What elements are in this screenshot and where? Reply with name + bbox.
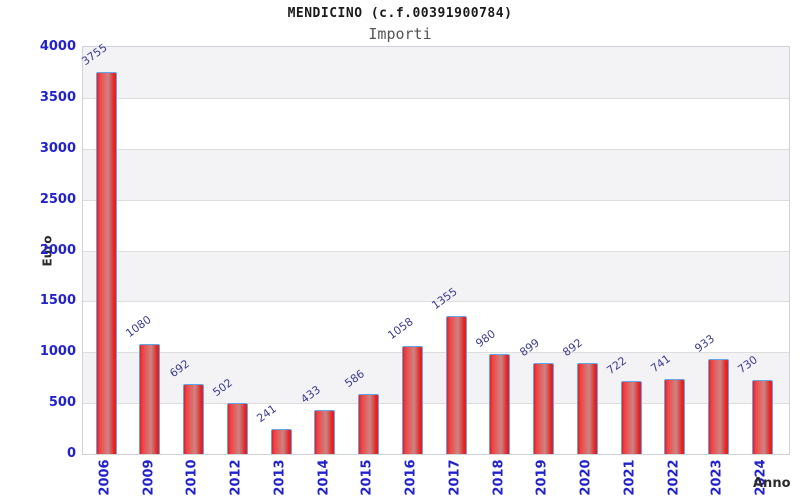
x-tick-label-2022: 2022 [654,457,694,497]
bar-2014 [314,410,336,454]
x-tick-label-2023: 2023 [698,457,738,497]
x-tick-label-2013: 2013 [260,457,300,497]
x-tick-label-2018: 2018 [479,457,519,497]
y-tick-label: 3000 [39,140,76,156]
x-tick-text: 2022 [666,458,682,496]
bar-2021 [620,381,642,454]
chart-subtitle: Importi [368,25,432,43]
bar-2020 [576,363,598,454]
plot-band [83,148,789,200]
y-tick-label: 2000 [39,242,76,258]
gridline [83,148,789,150]
x-tick-text: 2010 [185,458,200,496]
plot-band [83,250,789,302]
bar-2009 [139,344,161,454]
bar-2022 [664,379,686,454]
plot-band [83,301,789,353]
bar-2019 [533,363,554,454]
bar-2016 [401,346,423,454]
x-tick-text: 2013 [272,458,288,496]
x-tick-label-2017: 2017 [435,457,475,497]
x-tick-label-2006: 2006 [85,457,125,497]
y-tick-label: 1500 [39,293,76,309]
bar-2015 [358,394,379,454]
y-tick-label: 3500 [39,89,76,105]
x-tick-text: 2017 [447,458,463,496]
x-tick-label-2010: 2010 [173,457,213,497]
y-tick-label: 4000 [39,39,76,54]
plot-band [83,199,789,251]
x-tick-text: 2006 [97,458,113,496]
y-tick-label: 1000 [39,344,76,360]
y-tick-label: 2500 [39,191,76,207]
bar-2024 [751,380,773,454]
gridline [83,199,789,201]
x-axis-title: Anno [753,476,791,491]
bar-2013 [270,429,292,454]
x-tick-label-2016: 2016 [391,457,431,497]
bar-2018 [489,354,511,454]
y-tick-label: 0 [66,446,76,461]
x-tick-label-2020: 2020 [566,457,606,497]
bar-2010 [183,384,204,454]
gridline [83,403,789,405]
plot-area: 3755 1080 692 502 241 433 586 1058 1355 980 899 892… [79,41,790,455]
gridline [83,97,789,99]
x-tick-text: 2018 [491,458,507,496]
bar-2012 [226,403,248,454]
x-tick-label-2019: 2019 [523,457,563,497]
gridline [83,301,789,303]
x-tick-text: 2020 [578,458,594,496]
x-tick-label-2021: 2021 [610,457,650,497]
x-tick-label-2015: 2015 [348,457,388,497]
gridline [83,352,789,354]
x-tick-text: 2016 [403,458,419,496]
x-tick-label-2012: 2012 [216,457,256,497]
x-tick-label-2014: 2014 [304,457,344,497]
x-tick-text: 2021 [622,458,638,496]
bar-2017 [445,316,467,454]
x-tick-text: 2023 [710,458,725,496]
x-tick-label-2009: 2009 [129,457,169,497]
x-tick-text: 2019 [535,458,550,496]
plot-band [83,47,789,98]
x-tick-text: 2009 [141,458,157,496]
y-tick-label: 500 [48,395,76,411]
bar-2006 [95,72,117,454]
x-tick-text: 2012 [228,458,244,496]
x-tick-text: 2014 [316,458,332,496]
x-tick-text: 2015 [360,458,375,496]
gridline [83,250,789,252]
plot-band [83,97,789,149]
chart-title: MENDICINO (c.f.00391900784) [287,6,513,21]
bar-2023 [708,359,729,454]
